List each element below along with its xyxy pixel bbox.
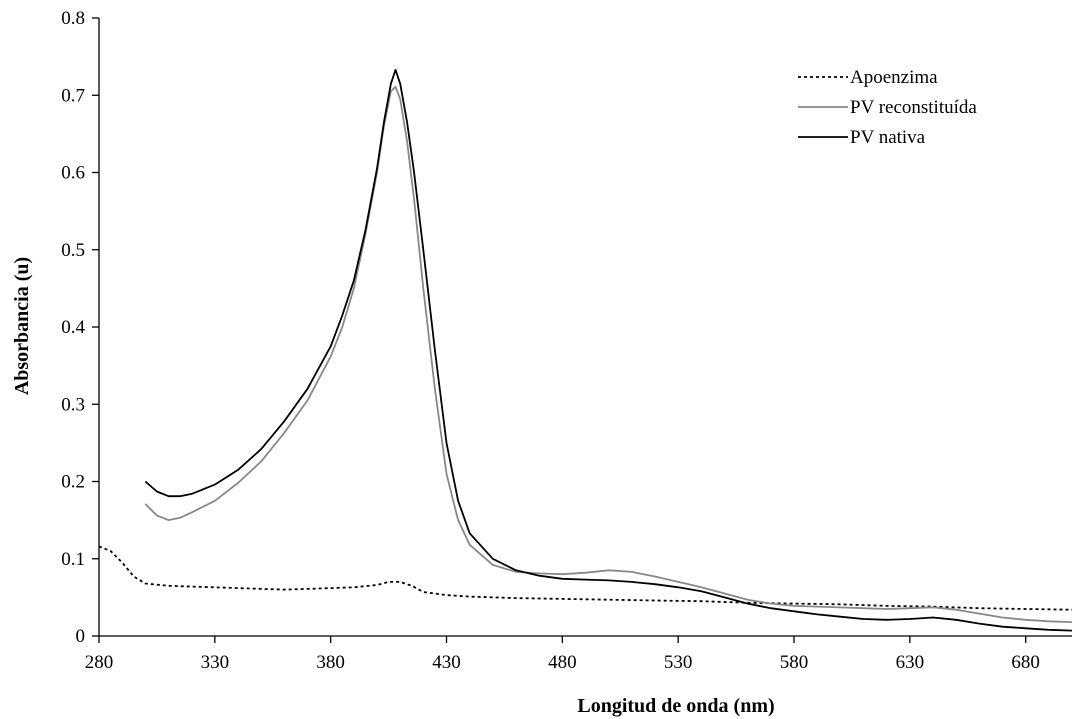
y-tick-label: 0.3 (61, 394, 85, 415)
x-tick-label: 580 (780, 652, 809, 673)
y-tick-label: 0.4 (61, 317, 85, 338)
legend-label-pv-nativa: PV nativa (850, 127, 926, 148)
y-axis-ticks: 0 0.1 0.2 0.3 0.4 0.5 0.6 0.7 0.8 (61, 8, 99, 647)
x-tick-label: 630 (896, 652, 925, 673)
x-tick-label: 680 (1011, 652, 1040, 673)
legend: Apoenzima PV reconstituída PV nativa (798, 67, 977, 148)
x-axis-title: Longitud de onda (nm) (577, 695, 774, 717)
x-tick-label: 280 (85, 652, 114, 673)
y-tick-label: 0.6 (61, 163, 85, 184)
y-tick-label: 0.8 (61, 8, 85, 29)
series-line-pv-nativa (144, 68, 1072, 632)
series-line-pv-reconstituida (144, 85, 1072, 623)
series-line-apoenzima (98, 545, 1072, 611)
y-tick-label: 0.1 (61, 549, 85, 570)
x-tick-label: 530 (664, 652, 693, 673)
y-tick-label: 0.5 (61, 240, 85, 261)
x-axis-ticks: 280 330 380 430 480 530 580 630 680 (85, 636, 1040, 673)
x-tick-label: 380 (316, 652, 345, 673)
x-tick-label: 480 (548, 652, 577, 673)
legend-label-pv-reconstituida: PV reconstituída (850, 97, 977, 118)
y-tick-label: 0 (76, 626, 86, 647)
x-tick-label: 430 (432, 652, 461, 673)
y-tick-label: 0.7 (61, 85, 85, 106)
plot-lines (98, 68, 1072, 632)
y-axis-title: Absorbancia (u) (11, 257, 33, 395)
legend-label-apoenzima: Apoenzima (850, 67, 938, 88)
y-tick-label: 0.2 (61, 472, 85, 493)
x-tick-label: 330 (201, 652, 230, 673)
